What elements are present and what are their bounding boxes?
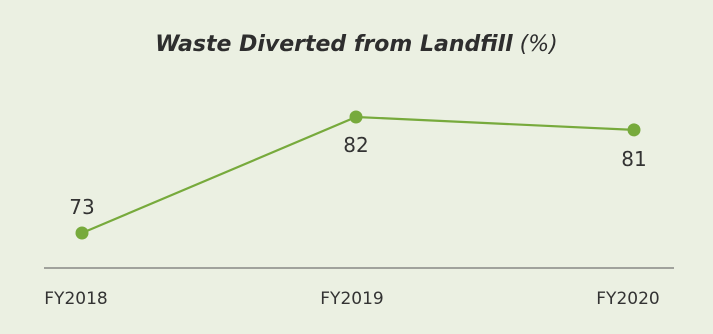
x-tick-label: FY2020	[596, 289, 659, 309]
chart-title: Waste Diverted from Landfill (%)	[0, 32, 713, 57]
data-label: 81	[621, 147, 646, 171]
data-points	[75, 110, 641, 240]
data-labels: 73 82 81	[69, 133, 646, 219]
x-tick-label: FY2019	[320, 289, 383, 309]
chart-title-text: Waste Diverted from Landfill	[155, 32, 513, 57]
x-tick-labels: FY2018 FY2019 FY2020	[44, 289, 659, 309]
data-point	[627, 123, 641, 137]
data-label: 73	[69, 195, 94, 219]
data-point	[349, 110, 363, 124]
x-tick-label: FY2018	[44, 289, 107, 309]
data-point	[75, 226, 89, 240]
chart-title-unit: (%)	[519, 32, 558, 57]
data-label: 82	[343, 133, 368, 157]
